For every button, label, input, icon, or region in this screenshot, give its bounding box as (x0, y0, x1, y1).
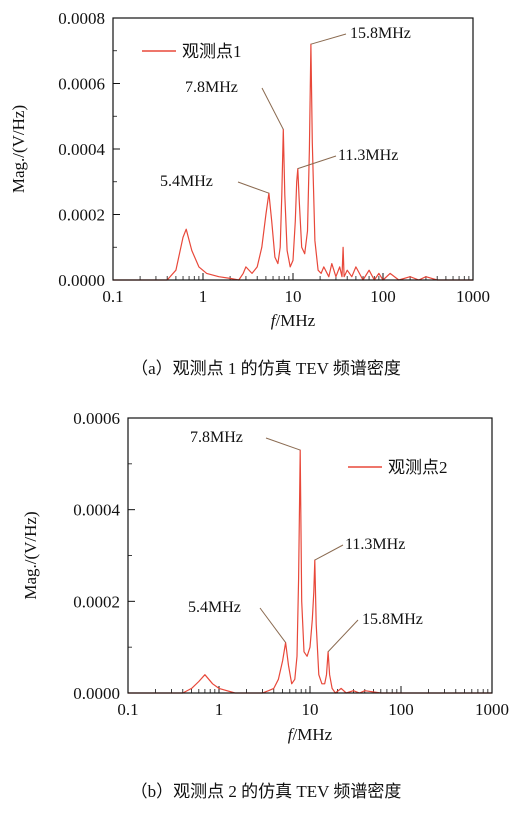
x-tick-label: 100 (370, 287, 396, 306)
y-axis-title-b: Mag./(V/Hz) (21, 511, 40, 599)
plot-frame-b (127, 417, 493, 694)
annotations-b: 7.8MHz 11.3MHz 5.4MHz 15.8MHz (188, 429, 423, 653)
x-tick-label: 1 (215, 700, 224, 719)
y-tick-label: 0.0000 (58, 271, 105, 290)
annotation-leader-line (327, 619, 359, 653)
x-axis-title-unit-b: /MHz (293, 725, 333, 744)
y-axis-title-a: Mag./(V/Hz) (9, 105, 28, 193)
caption-a: （a）观测点 1 的仿真 TEV 频谱密度 (131, 359, 401, 378)
x-axis-title-a: f/MHz (271, 311, 316, 330)
series-line (128, 449, 492, 694)
x-tick-label: 0.1 (117, 700, 138, 719)
y-tick-label: 0.0008 (58, 9, 105, 28)
plot-frame-a (112, 17, 474, 281)
annotation-leader-line (259, 607, 287, 643)
y-tick-label: 0.0004 (73, 501, 120, 520)
legend-a: 观测点1 (142, 42, 242, 61)
annotation-label: 11.3MHz (338, 147, 398, 164)
x-tick-label: 1 (199, 287, 208, 306)
y-tick-label: 0.0006 (73, 409, 120, 428)
annotations-a: 15.8MHz 7.8MHz 11.3MHz 5.4MHz (160, 25, 411, 194)
x-tick-label: 1000 (475, 700, 509, 719)
annotation-leader-line (261, 87, 284, 130)
series-group-a (113, 43, 473, 281)
y-tick-label: 0.0002 (73, 592, 120, 611)
x-axis-title-italic-a: f (271, 311, 278, 330)
annotation-label: 15.8MHz (350, 25, 411, 42)
annotation-leader-line (237, 181, 270, 194)
chart-panel-a: 0.1 1 10 100 1000 0.0000 0.0002 0.0004 0.0006 0.0… (9, 9, 490, 378)
annotation-leader-line (265, 437, 301, 451)
x-tick-label: 100 (388, 700, 414, 719)
x-tick-label: 10 (285, 287, 302, 306)
legend-label-a: 观测点1 (182, 42, 242, 61)
chart-panel-b: 0.1 1 10 100 1000 0.0000 0.0002 0.0004 0.0006 7.… (21, 409, 509, 801)
annotation-label: 5.4MHz (188, 599, 241, 616)
x-axis-title-italic-b: f (288, 725, 295, 744)
axis-ticks-b: 0.1 1 10 100 1000 0.0000 0.0002 0.0004 0.0006 (73, 409, 509, 719)
x-tick-label: 0.1 (102, 287, 123, 306)
annotation-leader-line (310, 33, 347, 45)
y-tick-label: 0.0004 (58, 140, 105, 159)
x-tick-label: 1000 (456, 287, 490, 306)
y-tick-label: 0.0006 (58, 75, 105, 94)
annotation-label: 11.3MHz (345, 536, 405, 553)
annotation-label: 7.8MHz (185, 79, 238, 96)
legend-b: 观测点2 (348, 458, 448, 477)
annotation-leader-line (314, 544, 344, 561)
axis-ticks-a: 0.1 1 10 100 1000 0.0000 0.0002 0.0004 0.0006 0.0… (58, 9, 490, 306)
caption-b: （b）观测点 2 的仿真 TEV 频谱密度 (131, 782, 402, 801)
x-tick-label: 10 (302, 700, 319, 719)
y-tick-label: 0.0000 (73, 684, 120, 703)
x-axis-title-unit-a: /MHz (276, 311, 316, 330)
annotation-label: 7.8MHz (190, 429, 243, 446)
legend-label-b: 观测点2 (388, 458, 448, 477)
annotation-label: 5.4MHz (160, 173, 213, 190)
y-tick-label: 0.0002 (58, 206, 105, 225)
series-group-b (128, 449, 492, 694)
x-axis-title-b: f/MHz (288, 725, 333, 744)
annotation-leader-line (297, 155, 337, 170)
series-line (113, 43, 473, 281)
annotation-label: 15.8MHz (362, 611, 423, 628)
